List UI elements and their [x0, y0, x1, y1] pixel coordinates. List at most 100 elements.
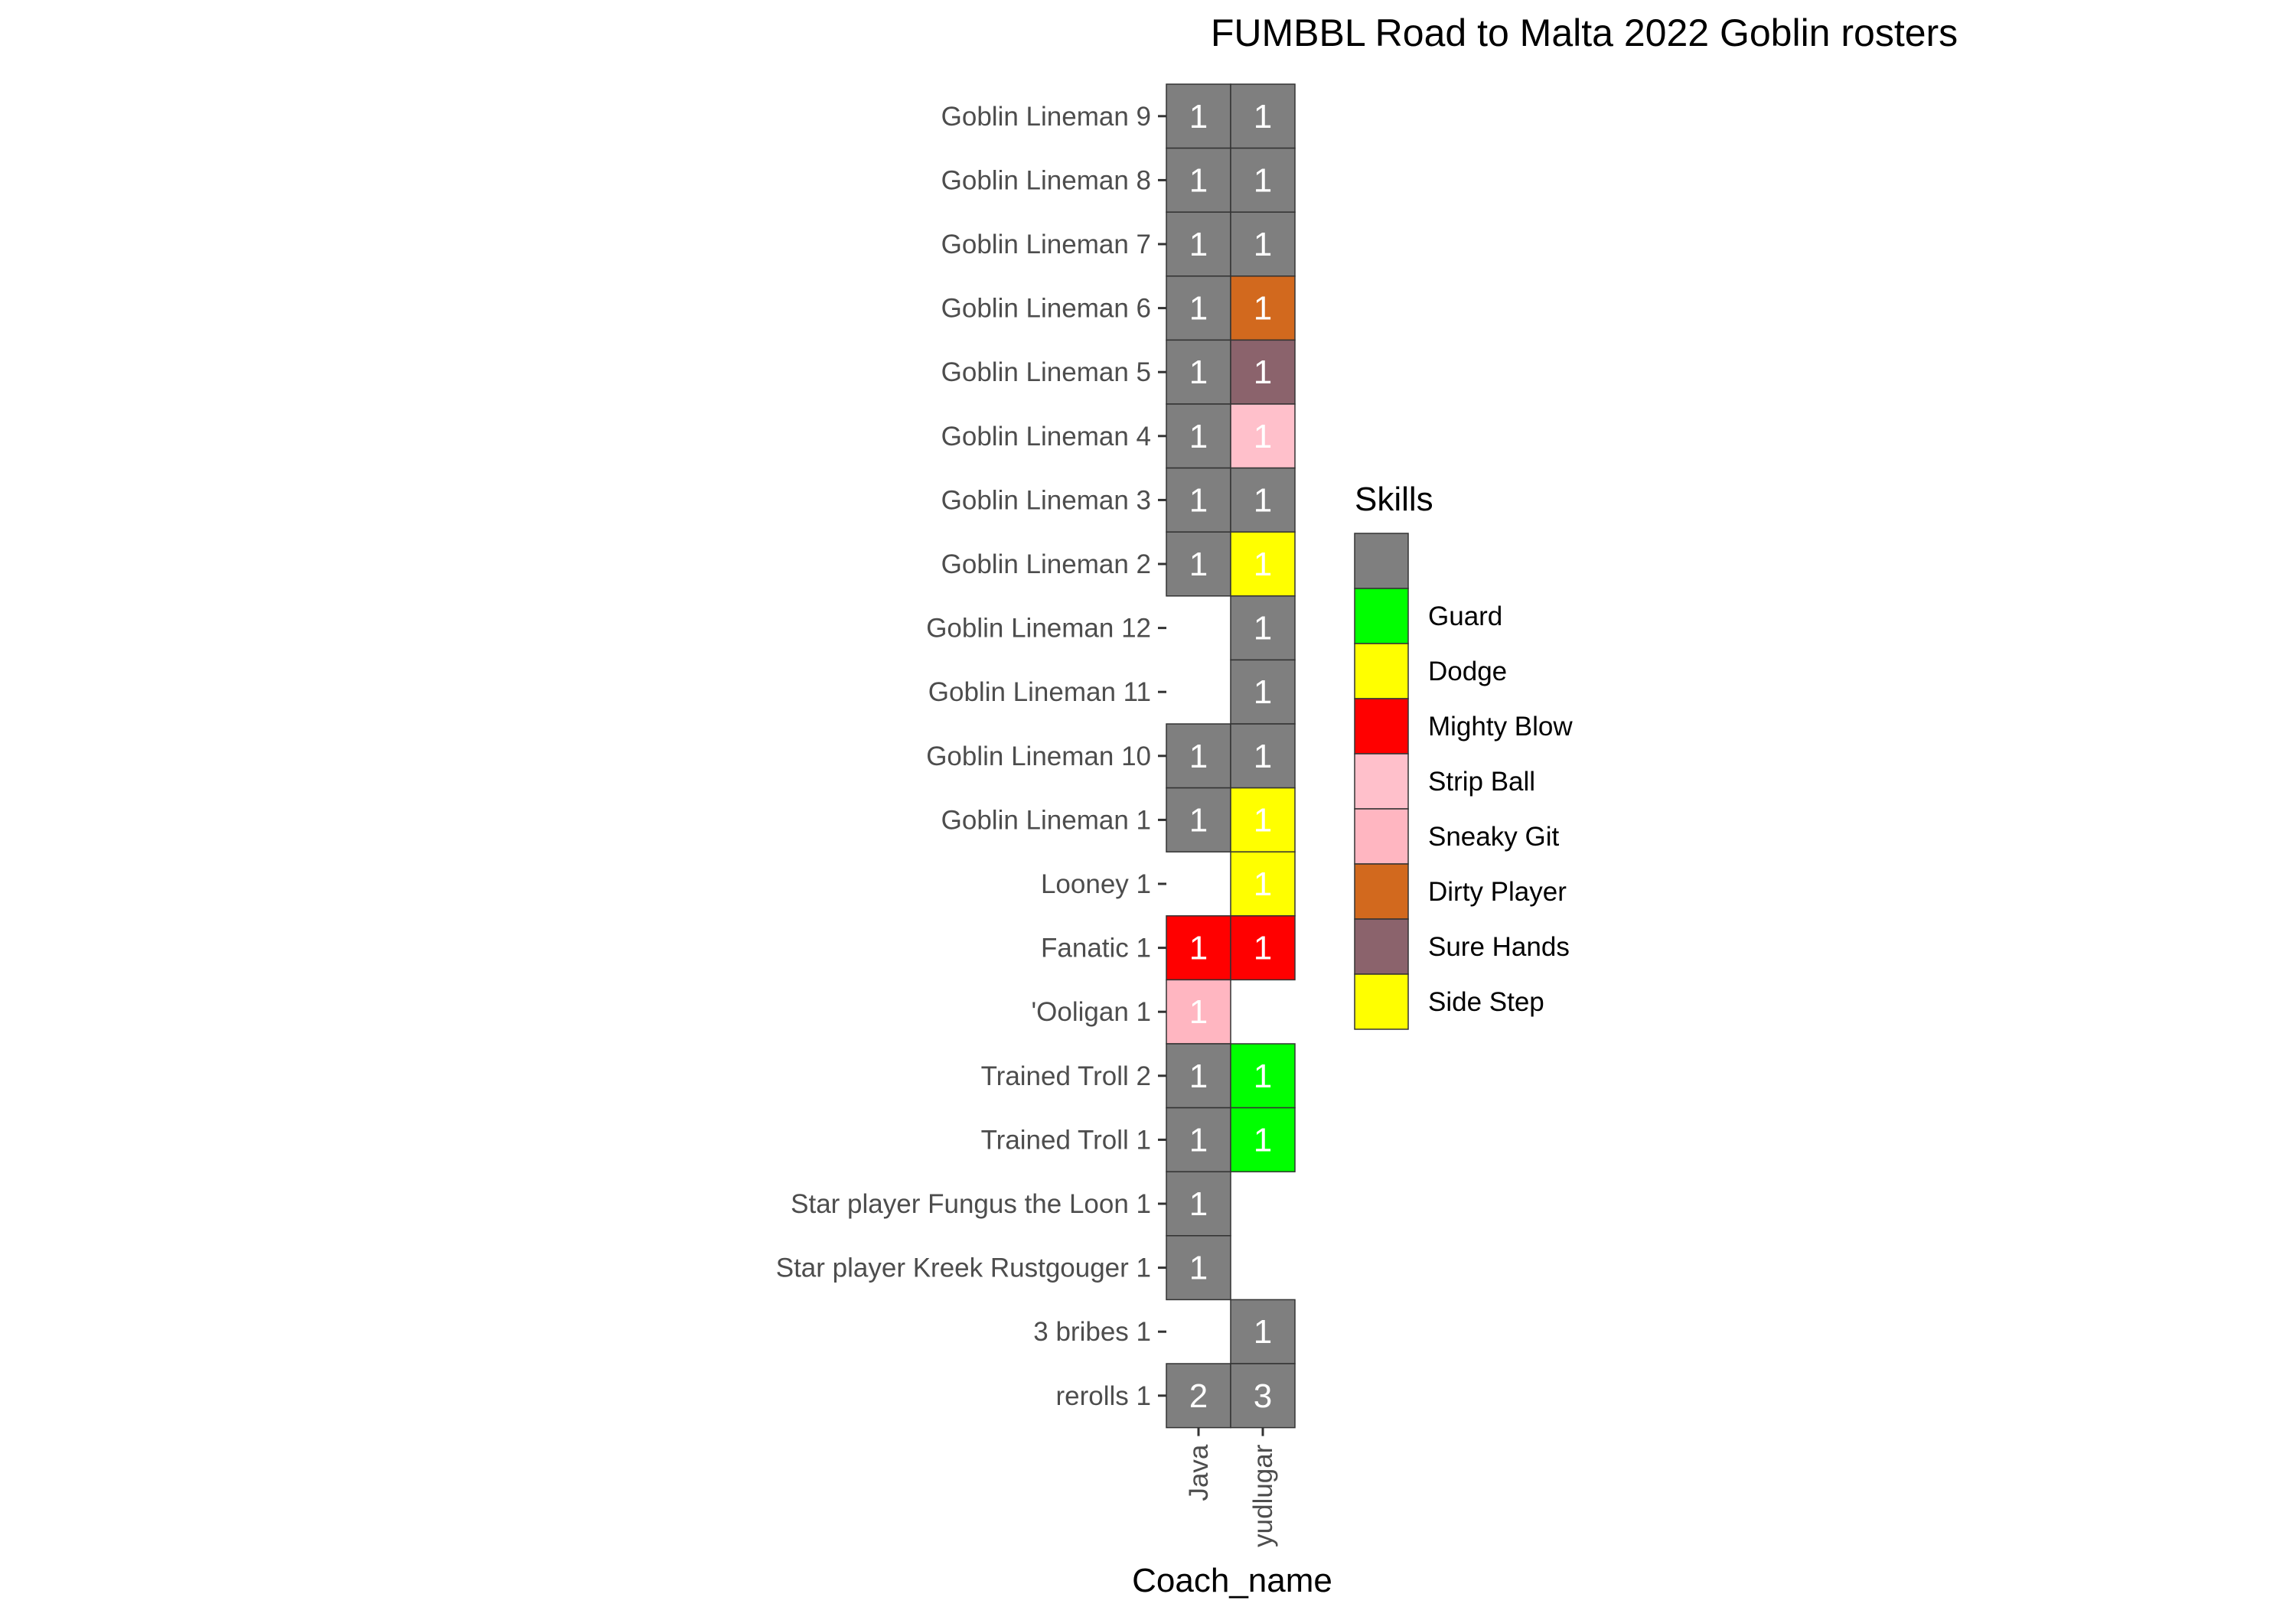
heatmap-cell [1230, 531, 1296, 597]
cell-value-label: 1 [1189, 226, 1208, 263]
legend-label: Mighty Blow [1428, 712, 1573, 742]
heatmap-cell [1166, 83, 1231, 149]
cell-value-label: 1 [1254, 738, 1272, 775]
heatmap-cell [1166, 1107, 1231, 1172]
heatmap-cell [1230, 659, 1296, 725]
heatmap-cell [1166, 1043, 1231, 1109]
cell-value-label: 1 [1189, 418, 1208, 455]
y-tick-label: Trained Troll 1 [981, 1125, 1151, 1155]
cell-value-label: 1 [1254, 226, 1272, 263]
chart-title: FUMBBL Road to Malta 2022 Goblin rosters [1211, 11, 1958, 54]
cell-value-label: 1 [1189, 1058, 1208, 1095]
cell-value-label: 1 [1254, 865, 1272, 903]
cell-value-label: 1 [1189, 354, 1208, 391]
heatmap-cell [1230, 915, 1296, 981]
heatmap-cell [1166, 147, 1231, 213]
cell-value-label: 1 [1189, 98, 1208, 135]
y-tick-label: Fanatic 1 [1041, 934, 1151, 963]
cell-value-label: 1 [1254, 161, 1272, 199]
legend-key [1354, 918, 1409, 975]
cell-value-label: 1 [1189, 930, 1208, 967]
legend-items: Guard Dodge Mighty Blow Strip Ball Sneaky Gi… [1354, 533, 1573, 1030]
y-tick-label: Goblin Lineman 5 [941, 357, 1151, 387]
y-tick-label: Goblin Lineman 11 [928, 677, 1151, 707]
y-tick-label: Goblin Lineman 3 [941, 485, 1151, 515]
cell-value-label: 1 [1254, 546, 1272, 583]
legend-label: Sneaky Git [1428, 822, 1559, 852]
legend-key [1354, 698, 1409, 755]
heatmap-cell [1230, 787, 1296, 852]
heatmap-cell [1230, 147, 1296, 213]
cell-value-label: 1 [1254, 1313, 1272, 1351]
cell-value-label: 1 [1254, 481, 1272, 519]
cell-value-label: 1 [1254, 801, 1272, 839]
cells-layer: 1 1 1 1 1 1 1 1 1 1 1 1 1 1 1 1 1 1 1 1 1 1 1 1 1 1 1 1 1 1 1 1 1 2 3 [1166, 83, 1296, 1429]
x-tick-label: Java [1184, 1444, 1214, 1501]
cell-value-label: 1 [1189, 546, 1208, 583]
y-tick-label: Goblin Lineman 9 [941, 102, 1151, 132]
heatmap-cell [1230, 339, 1296, 405]
cell-value-label: 1 [1189, 290, 1208, 328]
y-tick-label: Goblin Lineman 1 [941, 805, 1151, 835]
cell-value-label: 1 [1254, 673, 1272, 711]
cell-value-label: 1 [1254, 98, 1272, 135]
heatmap-cell [1230, 211, 1296, 277]
cell-value-label: 1 [1189, 1185, 1208, 1223]
heatmap-cell [1230, 851, 1296, 917]
heatmap-cell [1230, 275, 1296, 341]
legend-label: Side Step [1428, 987, 1544, 1017]
cell-value-label: 3 [1254, 1377, 1272, 1415]
y-tick-label: Goblin Lineman 8 [941, 165, 1151, 195]
heatmap-cell [1166, 723, 1231, 789]
cell-value-label: 1 [1189, 738, 1208, 775]
heatmap-cell [1166, 787, 1231, 852]
cell-value-label: 1 [1189, 161, 1208, 199]
cell-value-label: 1 [1254, 418, 1272, 455]
cell-value-label: 1 [1189, 1250, 1208, 1287]
y-tick-label: 'Ooligan 1 [1031, 997, 1151, 1027]
cell-value-label: 1 [1189, 801, 1208, 839]
heatmap-cell [1230, 1299, 1296, 1364]
heatmap-cell [1230, 1107, 1296, 1172]
legend-key [1354, 588, 1409, 644]
cell-value-label: 1 [1254, 290, 1272, 328]
legend-key [1354, 533, 1409, 589]
cell-value-label: 1 [1254, 1058, 1272, 1095]
legend-label: Dirty Player [1428, 877, 1567, 907]
y-tick-label: rerolls 1 [1056, 1381, 1151, 1411]
x-axis: Java yudlugar [1184, 1427, 1278, 1547]
heatmap-cell [1230, 83, 1296, 149]
cell-value-label: 1 [1254, 610, 1272, 647]
heatmap-cell [1166, 1235, 1231, 1301]
cell-value-label: 1 [1189, 993, 1208, 1031]
cell-value-label: 2 [1189, 1377, 1208, 1415]
x-axis-title: Coach_name [1132, 1562, 1332, 1599]
cell-value-label: 1 [1189, 481, 1208, 519]
legend-label: Sure Hands [1428, 932, 1570, 962]
y-tick-label: Goblin Lineman 12 [926, 614, 1151, 644]
y-tick-label: Star player Kreek Rustgouger 1 [776, 1253, 1151, 1283]
y-tick-label: 3 bribes 1 [1033, 1317, 1151, 1347]
y-tick-label: Goblin Lineman 10 [926, 742, 1151, 771]
x-tick-label: yudlugar [1248, 1444, 1278, 1547]
legend: Skills Guard Dodge Mighty Blow Strip Ball Sn… [1354, 481, 1573, 1030]
heatmap-cell [1230, 467, 1296, 533]
legend-key [1354, 643, 1409, 699]
cell-value-label: 1 [1189, 1121, 1208, 1159]
y-tick-label: Star player Fungus the Loon 1 [791, 1189, 1151, 1219]
legend-key [1354, 973, 1409, 1030]
heatmap-cell [1230, 595, 1296, 661]
y-tick-label: Trained Troll 2 [981, 1061, 1151, 1091]
legend-title: Skills [1355, 481, 1433, 518]
y-tick-label: Goblin Lineman 7 [941, 230, 1151, 259]
legend-key [1354, 753, 1409, 810]
legend-key [1354, 808, 1409, 865]
y-tick-label: Goblin Lineman 4 [941, 422, 1151, 451]
y-axis: Goblin Lineman 9 Goblin Lineman 8 Goblin L… [776, 102, 1166, 1411]
heatmap-cell [1166, 979, 1231, 1045]
legend-label: Strip Ball [1428, 767, 1535, 797]
legend-label: Dodge [1428, 657, 1507, 686]
cell-value-label: 1 [1254, 930, 1272, 967]
y-tick-label: Looney 1 [1041, 869, 1151, 899]
